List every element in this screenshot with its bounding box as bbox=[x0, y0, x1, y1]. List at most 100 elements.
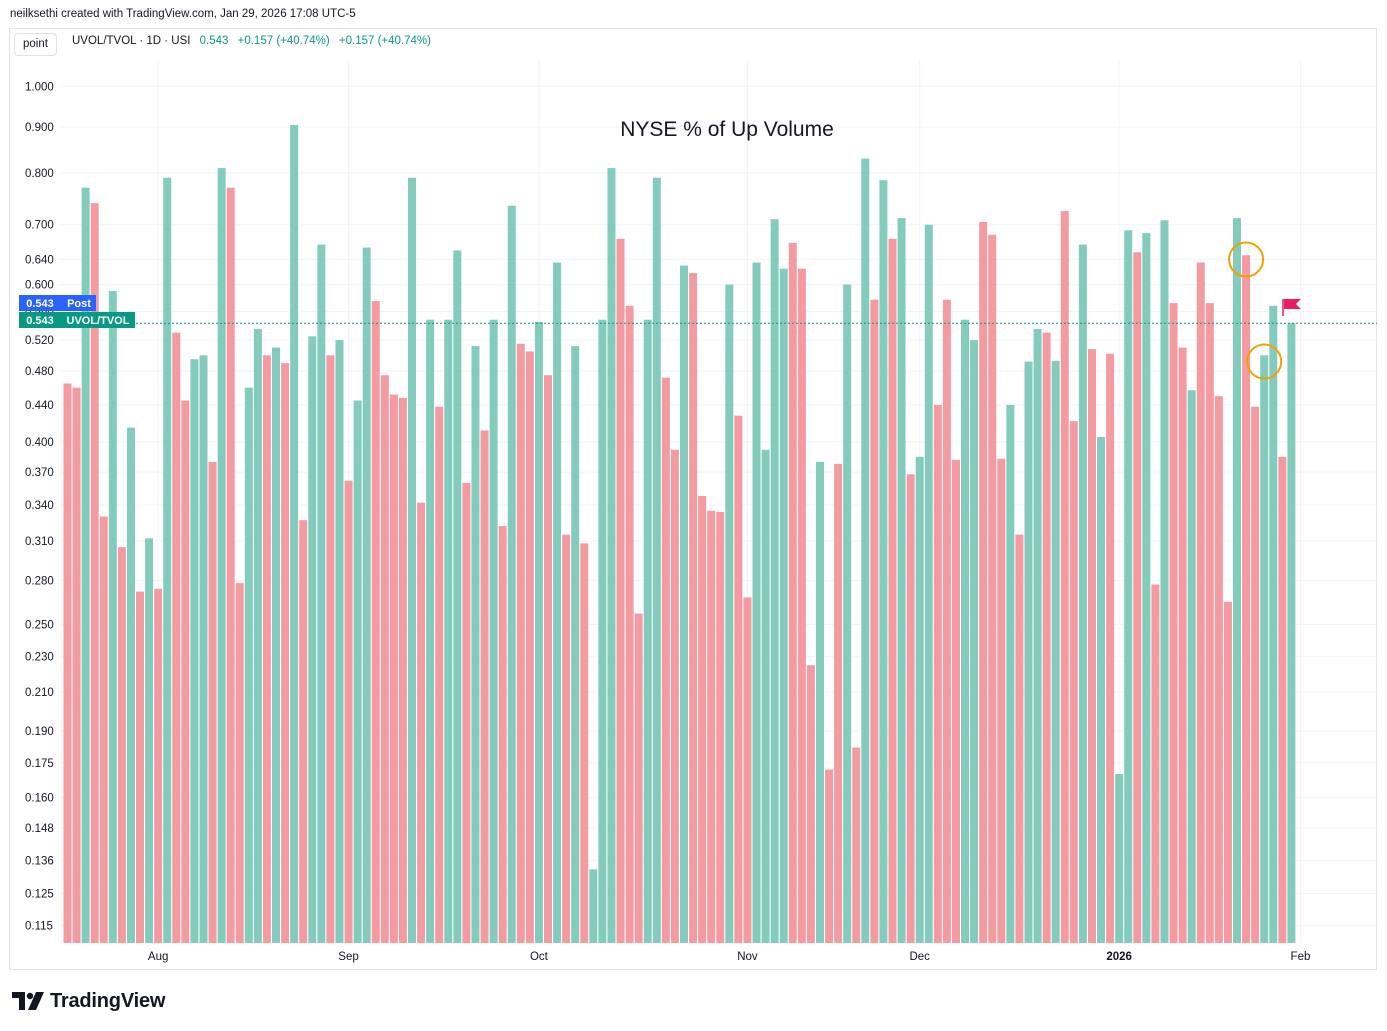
bar[interactable] bbox=[154, 588, 163, 943]
bar[interactable] bbox=[498, 526, 507, 943]
bar[interactable] bbox=[1060, 211, 1069, 944]
bar[interactable] bbox=[1242, 255, 1251, 944]
bar[interactable] bbox=[1178, 347, 1187, 943]
bar[interactable] bbox=[852, 747, 861, 943]
bar[interactable] bbox=[625, 305, 634, 943]
bar[interactable] bbox=[1115, 774, 1124, 943]
bar[interactable] bbox=[308, 336, 317, 944]
bar[interactable] bbox=[834, 463, 843, 943]
bar[interactable] bbox=[380, 375, 389, 943]
bar[interactable] bbox=[879, 180, 888, 944]
bar[interactable] bbox=[1278, 456, 1287, 943]
bar[interactable] bbox=[725, 284, 734, 943]
bar[interactable] bbox=[435, 406, 444, 943]
bar[interactable] bbox=[516, 343, 525, 943]
bar[interactable] bbox=[788, 242, 797, 943]
bar[interactable] bbox=[208, 461, 217, 943]
bar[interactable] bbox=[235, 583, 244, 943]
bar[interactable] bbox=[244, 387, 253, 943]
bar[interactable] bbox=[815, 461, 824, 943]
bar[interactable] bbox=[761, 449, 770, 943]
bar[interactable] bbox=[272, 347, 281, 943]
bar[interactable] bbox=[915, 456, 924, 943]
bar[interactable] bbox=[598, 319, 607, 943]
bar[interactable] bbox=[217, 168, 226, 944]
bar[interactable] bbox=[825, 769, 834, 943]
bar[interactable] bbox=[417, 502, 426, 943]
bar[interactable] bbox=[317, 244, 326, 944]
bar[interactable] bbox=[970, 340, 979, 943]
bar[interactable] bbox=[326, 355, 335, 943]
bar[interactable] bbox=[163, 177, 172, 944]
bar[interactable] bbox=[1169, 303, 1178, 943]
bar[interactable] bbox=[797, 268, 806, 944]
bar[interactable] bbox=[951, 459, 960, 943]
bar[interactable] bbox=[1106, 353, 1115, 943]
bar[interactable] bbox=[226, 187, 235, 944]
bar[interactable] bbox=[806, 665, 815, 943]
bar[interactable] bbox=[1033, 329, 1042, 943]
bar[interactable] bbox=[779, 268, 788, 944]
bar[interactable] bbox=[670, 449, 679, 943]
bar[interactable] bbox=[398, 397, 407, 943]
bar[interactable] bbox=[1006, 404, 1015, 943]
bar[interactable] bbox=[344, 480, 353, 943]
bar[interactable] bbox=[408, 177, 417, 944]
bar[interactable] bbox=[525, 351, 534, 943]
bar[interactable] bbox=[362, 247, 371, 943]
bar[interactable] bbox=[924, 224, 933, 943]
bar[interactable] bbox=[734, 415, 743, 944]
bar[interactable] bbox=[1287, 323, 1296, 944]
bar[interactable] bbox=[136, 591, 145, 943]
bar[interactable] bbox=[770, 219, 779, 943]
bar[interactable] bbox=[507, 205, 516, 943]
bar[interactable] bbox=[99, 516, 108, 943]
bar[interactable] bbox=[543, 375, 552, 943]
bar[interactable] bbox=[607, 168, 616, 944]
bar[interactable] bbox=[752, 262, 761, 944]
bar[interactable] bbox=[689, 273, 698, 944]
bar[interactable] bbox=[108, 291, 117, 943]
bar[interactable] bbox=[281, 363, 290, 943]
bar[interactable] bbox=[199, 355, 208, 943]
bar[interactable] bbox=[1269, 305, 1278, 943]
bar[interactable] bbox=[652, 177, 661, 944]
bar[interactable] bbox=[979, 221, 988, 944]
bar[interactable] bbox=[353, 400, 362, 943]
bar[interactable] bbox=[290, 125, 299, 943]
bar[interactable] bbox=[743, 597, 752, 943]
bar[interactable] bbox=[81, 187, 90, 944]
bar[interactable] bbox=[489, 319, 498, 943]
bar[interactable] bbox=[988, 234, 997, 943]
bar[interactable] bbox=[888, 238, 897, 943]
bar[interactable] bbox=[253, 329, 262, 943]
bar[interactable] bbox=[843, 284, 852, 943]
bar[interactable] bbox=[1233, 218, 1242, 943]
bar[interactable] bbox=[1142, 233, 1151, 943]
bar[interactable] bbox=[716, 511, 725, 943]
bar[interactable] bbox=[616, 238, 625, 943]
bar[interactable] bbox=[1187, 390, 1196, 943]
bar[interactable] bbox=[1251, 406, 1260, 943]
bar[interactable] bbox=[698, 495, 707, 943]
bar[interactable] bbox=[1214, 396, 1223, 943]
bar[interactable] bbox=[661, 377, 670, 944]
bar[interactable] bbox=[480, 430, 489, 944]
bar[interactable] bbox=[462, 482, 471, 943]
bar[interactable] bbox=[534, 321, 543, 944]
point-mode-button[interactable]: point bbox=[14, 33, 57, 56]
bar[interactable] bbox=[861, 158, 870, 943]
bar[interactable] bbox=[997, 458, 1006, 943]
bar[interactable] bbox=[634, 613, 643, 943]
bar[interactable] bbox=[444, 319, 453, 943]
bar[interactable] bbox=[897, 218, 906, 943]
bar[interactable] bbox=[190, 359, 199, 943]
flag-icon[interactable] bbox=[1282, 299, 1301, 316]
bar[interactable] bbox=[1160, 220, 1169, 943]
bar[interactable] bbox=[1069, 421, 1078, 943]
bar[interactable] bbox=[1196, 262, 1205, 944]
bar[interactable] bbox=[1024, 361, 1033, 943]
bar[interactable] bbox=[679, 265, 688, 943]
bar[interactable] bbox=[389, 394, 398, 943]
bar[interactable] bbox=[1097, 437, 1106, 943]
